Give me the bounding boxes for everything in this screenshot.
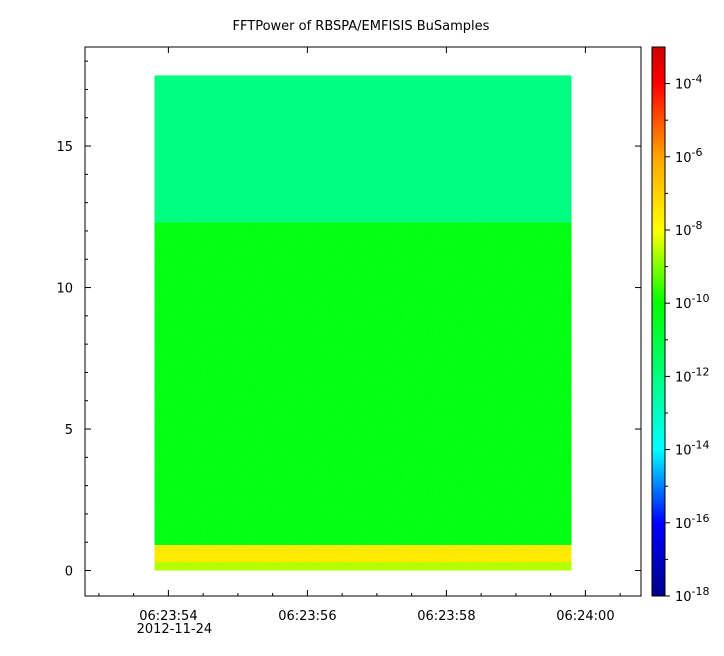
colorbar-tick-label: 10-18	[675, 585, 710, 605]
colorbar-tick-label: 10-4	[675, 73, 703, 93]
spectrogram-data	[154, 75, 572, 571]
x-tick-label: 06:23:58	[417, 609, 475, 624]
colorbar-tick-label: 10-8	[675, 219, 703, 239]
x-tick-label: 06:24:00	[556, 609, 614, 624]
colorbar-tick-label: 10-10	[675, 292, 710, 312]
y-tick-label: 15	[56, 140, 73, 155]
spectrogram-region-upper-band	[154, 75, 572, 223]
chart-title: FFTPower of RBSPA/EMFISIS BuSamples	[233, 19, 490, 34]
colorbar-tick-label: 10-12	[675, 365, 710, 385]
colorbar-tick-label: 10-16	[675, 512, 710, 532]
y-axis: 0 5 10 15	[56, 60, 641, 580]
x-tick-label: 06:23:54	[139, 609, 197, 624]
y-tick-label: 0	[65, 565, 73, 580]
colorbar	[651, 46, 666, 597]
y-tick-label: 5	[65, 423, 73, 438]
y-tick-label: 10	[56, 282, 73, 297]
x-tick-sublabel-date: 2012-11-24	[137, 622, 213, 637]
x-tick-label: 06:23:56	[278, 609, 336, 624]
colorbar-tick-label: 10-14	[675, 439, 710, 459]
colorbar-tick-label: 10-6	[675, 146, 703, 166]
colorbar-axis: 10-4 10-6 10-8 10-10 10-12 10-14 10-16 10-18	[665, 73, 710, 605]
noise-texture	[154, 222, 572, 569]
